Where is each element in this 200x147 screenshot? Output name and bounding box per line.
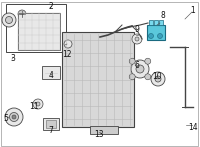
Bar <box>42 66 60 79</box>
Circle shape <box>18 10 26 18</box>
Circle shape <box>10 112 18 122</box>
Bar <box>46 120 56 128</box>
Text: 14: 14 <box>188 123 198 132</box>
Circle shape <box>135 37 139 41</box>
Bar <box>149 20 153 25</box>
Circle shape <box>129 74 135 80</box>
Circle shape <box>2 13 16 27</box>
Text: 9: 9 <box>135 25 139 34</box>
Text: 6: 6 <box>135 61 139 70</box>
Circle shape <box>158 34 162 39</box>
Circle shape <box>5 108 23 126</box>
Text: 11: 11 <box>29 102 39 111</box>
Circle shape <box>6 16 12 24</box>
Circle shape <box>131 60 149 78</box>
Circle shape <box>12 115 16 119</box>
Circle shape <box>145 58 151 64</box>
Circle shape <box>151 72 165 86</box>
Text: 4: 4 <box>49 71 53 80</box>
Bar <box>62 32 134 127</box>
Text: 1: 1 <box>191 6 195 15</box>
Text: 12: 12 <box>62 50 72 59</box>
Bar <box>90 126 118 134</box>
Bar <box>6 4 66 52</box>
Text: 10: 10 <box>152 72 162 81</box>
Circle shape <box>129 58 135 64</box>
Circle shape <box>64 40 72 48</box>
Circle shape <box>33 99 43 109</box>
Bar <box>159 20 163 25</box>
Bar <box>147 25 165 40</box>
Circle shape <box>132 34 142 44</box>
Circle shape <box>36 102 40 106</box>
Text: 5: 5 <box>4 114 8 123</box>
Circle shape <box>136 65 144 73</box>
Text: 7: 7 <box>49 126 53 135</box>
Text: 3: 3 <box>11 54 15 63</box>
Bar <box>43 118 59 130</box>
Bar <box>154 20 158 25</box>
Text: 8: 8 <box>161 11 165 20</box>
Text: 13: 13 <box>94 130 104 139</box>
Circle shape <box>155 76 161 82</box>
Circle shape <box>148 34 154 39</box>
Bar <box>18 13 60 50</box>
Circle shape <box>145 74 151 80</box>
Text: 2: 2 <box>49 2 53 11</box>
